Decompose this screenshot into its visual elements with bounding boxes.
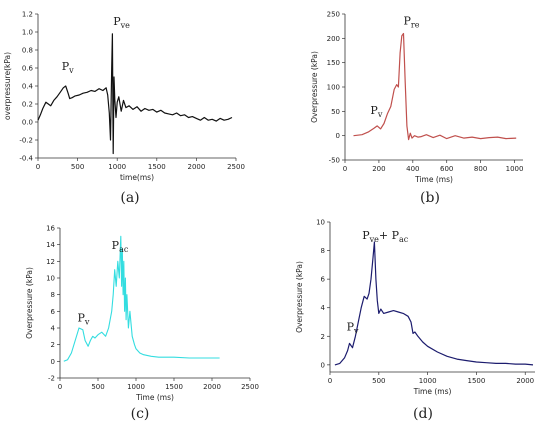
annotation-label-1: Pre: [403, 15, 419, 30]
y-tick-label: -0.4: [19, 155, 33, 163]
chart-panel-d: 0 500 1000 1500 2000 0 2 4 6 8 10 Time (ms) Overpres…: [295, 219, 535, 422]
series-line-0: [63, 235, 220, 362]
y-tick-label: 0.6: [22, 65, 34, 73]
x-tick-label: 400: [406, 165, 419, 173]
x-tick-label: 1000: [127, 383, 145, 391]
y-tick-label: 4: [51, 325, 56, 333]
x-tick-label: 800: [474, 165, 487, 173]
y-tick-label: 8: [51, 291, 55, 299]
annotation-label-1: Pac: [112, 239, 129, 254]
x-tick-label: 1500: [148, 163, 166, 171]
x-tick-label: 0: [36, 163, 40, 171]
annotation-label-0: Pv: [77, 311, 89, 326]
annotation-label-1: Pve+ Pac: [362, 229, 409, 244]
y-tick-label: -0.2: [19, 137, 33, 145]
y-tick-label: 10: [316, 219, 325, 227]
y-tick-label: 100: [327, 84, 340, 92]
y-axis-label: overpressure(kPa): [3, 52, 12, 120]
y-tick-label: 0.2: [22, 101, 33, 109]
y-tick-label: 200: [327, 35, 340, 43]
y-tick-label: 14: [46, 241, 55, 249]
y-tick-label: 250: [327, 11, 340, 19]
x-tick-label: 0: [328, 377, 332, 385]
y-axis-label: Overpressure (kPa): [25, 267, 34, 339]
x-tick-label: 500: [71, 163, 84, 171]
y-axis-label: Overpressure (kPa): [295, 261, 304, 333]
y-tick-label: 1.2: [22, 11, 33, 19]
annotation-label-1: Pve: [113, 15, 130, 30]
chart-panel-c: 0 500 1000 1500 2000 2500-20246810121416Time …: [25, 225, 259, 423]
x-tick-label: 1500: [165, 383, 183, 391]
y-tick-label: 0.8: [22, 47, 33, 55]
x-axis-label: Time (ms): [135, 393, 174, 402]
series-line-0: [37, 33, 233, 155]
y-tick-label: 50: [331, 108, 340, 116]
y-tick-label: 0: [51, 358, 55, 366]
x-axis-label: Time (ms): [413, 387, 452, 396]
y-tick-label: -50: [329, 157, 340, 165]
x-tick-label: 500: [91, 383, 104, 391]
x-tick-label: 2500: [227, 163, 245, 171]
x-tick-label: 1500: [468, 377, 486, 385]
annotation-label-0: Pv: [370, 104, 382, 119]
panel-label: (c): [131, 406, 150, 422]
x-tick-label: 2000: [203, 383, 221, 391]
x-tick-label: 500: [372, 377, 385, 385]
chart-panel-a: 0 500 1000 1500 2000 2500 -0.4 -0.2 0.0 0.2 0.4 0.6…: [3, 11, 245, 207]
y-tick-label: 0: [321, 361, 325, 369]
y-tick-label: 2: [51, 341, 55, 349]
y-tick-label: 150: [327, 59, 340, 67]
y-axis-label: Overpressure (kPa): [310, 51, 319, 123]
y-tick-label: 0.0: [22, 119, 33, 127]
annotation-label-0: Pv: [347, 321, 359, 336]
x-tick-label: 1000: [108, 163, 126, 171]
x-axis-label: time(ms): [120, 173, 154, 182]
y-tick-label: 6: [51, 308, 56, 316]
y-tick-label: -2: [48, 375, 55, 383]
y-tick-label: 10: [46, 275, 55, 283]
y-tick-label: 4: [321, 304, 326, 312]
panel-label: (b): [420, 190, 440, 206]
y-tick-label: 1.0: [22, 29, 33, 37]
chart-panel-b: 0 200 400 600 800 1000-50050100150200250Time …: [310, 11, 523, 207]
y-tick-label: 12: [46, 258, 55, 266]
series-line-0: [353, 32, 517, 141]
x-axis-label: Time (ms): [414, 175, 453, 184]
x-tick-label: 2000: [516, 377, 534, 385]
x-tick-label: 1000: [419, 377, 437, 385]
x-tick-label: 2000: [187, 163, 205, 171]
y-tick-label: 16: [46, 225, 55, 233]
x-tick-label: 0: [343, 165, 347, 173]
x-tick-label: 200: [372, 165, 385, 173]
panel-label: (d): [413, 406, 433, 422]
annotation-label-0: Pv: [62, 60, 74, 75]
y-tick-label: 2: [321, 333, 325, 341]
y-tick-label: 0: [336, 132, 340, 140]
x-tick-label: 1000: [506, 165, 524, 173]
panel-label: (a): [120, 190, 139, 206]
series-line-0: [334, 241, 534, 366]
y-tick-label: 6: [321, 276, 326, 284]
y-tick-label: 8: [321, 247, 325, 255]
y-tick-label: 0.4: [22, 83, 34, 91]
x-tick-label: 600: [440, 165, 453, 173]
x-tick-label: 0: [58, 383, 62, 391]
x-tick-label: 2500: [241, 383, 259, 391]
